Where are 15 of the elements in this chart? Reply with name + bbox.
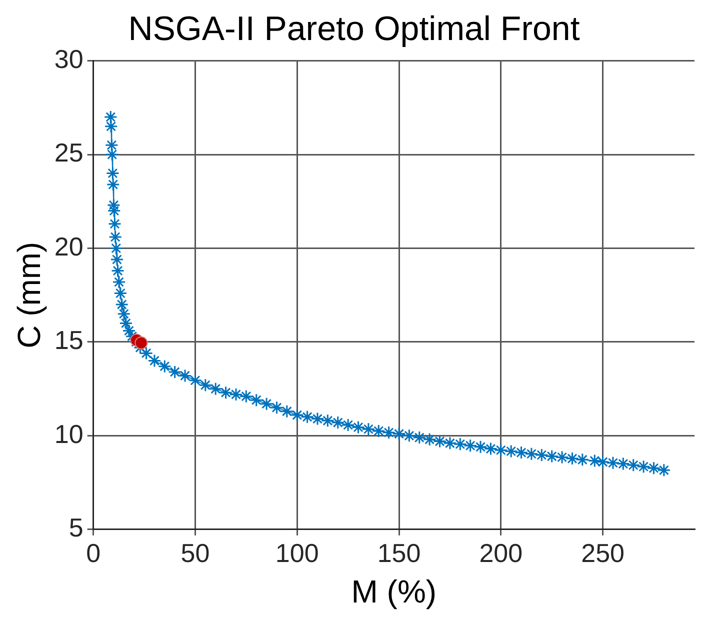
y-tick-label: 20 (54, 231, 84, 262)
y-tick-label: 10 (54, 418, 84, 449)
x-tick-label: 100 (275, 538, 319, 568)
y-tick-label: 30 (54, 44, 84, 74)
y-tick-label: 25 (54, 138, 84, 168)
x-axis-title: M (%) (351, 574, 437, 610)
x-tick-label: 200 (479, 538, 523, 568)
x-tick-label: 250 (581, 538, 624, 568)
y-tick-label: 5 (68, 512, 84, 543)
chart-title: NSGA-II Pareto Optimal Front (128, 10, 580, 48)
x-tick-label: 150 (377, 538, 421, 568)
x-tick-label: 0 (86, 538, 101, 568)
y-axis-title: C (mm) (11, 242, 48, 348)
y-tick-label: 15 (54, 325, 84, 356)
x-tick-label: 50 (180, 538, 210, 568)
